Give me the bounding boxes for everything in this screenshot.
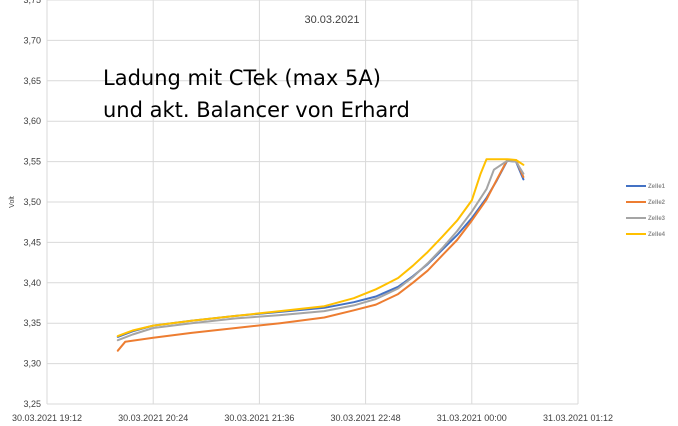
series-lines — [116, 158, 525, 352]
axis-tick-labels: 3,25 3,30 3,35 3,40 3,45 3,50 3,55 3,60 3,65 3,70… — [12, 0, 613, 423]
legend-label-zelle1: Zelle1 — [648, 184, 666, 190]
y-tick-label: 3,45 — [23, 237, 41, 247]
y-tick-label: 3,25 — [23, 399, 41, 409]
y-axis-label: Volt — [9, 196, 16, 208]
chart-subtitle: 30.03.2021 — [304, 14, 359, 26]
x-tick-label: 30.03.2021 21:36 — [224, 413, 294, 423]
legend-label-zelle4: Zelle4 — [648, 232, 666, 238]
y-tick-label: 3,35 — [23, 318, 41, 328]
series-line-zelle4 — [116, 158, 525, 338]
x-tick-label: 30.03.2021 20:24 — [118, 413, 188, 423]
y-tick-label: 3,70 — [23, 35, 41, 45]
series-line-zelle3 — [116, 159, 525, 342]
y-tick-label: 3,30 — [23, 359, 41, 369]
y-tick-label: 3,60 — [23, 116, 41, 126]
annotation-line-1: Ladung mit CTek (max 5A) — [103, 66, 381, 90]
y-tick-label: 3,50 — [23, 197, 41, 207]
y-tick-label: 3,75 — [23, 0, 41, 5]
y-tick-label: 3,40 — [23, 278, 41, 288]
grid-lines — [46, 0, 579, 405]
legend: Zelle1 Zelle2 Zelle3 Zelle4 — [626, 184, 666, 238]
x-tick-label: 31.03.2021 00:00 — [437, 413, 507, 423]
annotation-line-2: und akt. Balancer von Erhard — [103, 98, 410, 122]
legend-label-zelle2: Zelle2 — [648, 200, 666, 206]
x-tick-label: 30.03.2021 22:48 — [331, 413, 401, 423]
y-tick-label: 3,65 — [23, 76, 41, 86]
x-tick-label: 30.03.2021 19:12 — [12, 413, 82, 423]
series-line-zelle2 — [116, 159, 525, 352]
y-tick-label: 3,55 — [23, 157, 41, 167]
x-tick-label: 31.03.2021 01:12 — [543, 413, 613, 423]
legend-label-zelle3: Zelle3 — [648, 216, 666, 222]
